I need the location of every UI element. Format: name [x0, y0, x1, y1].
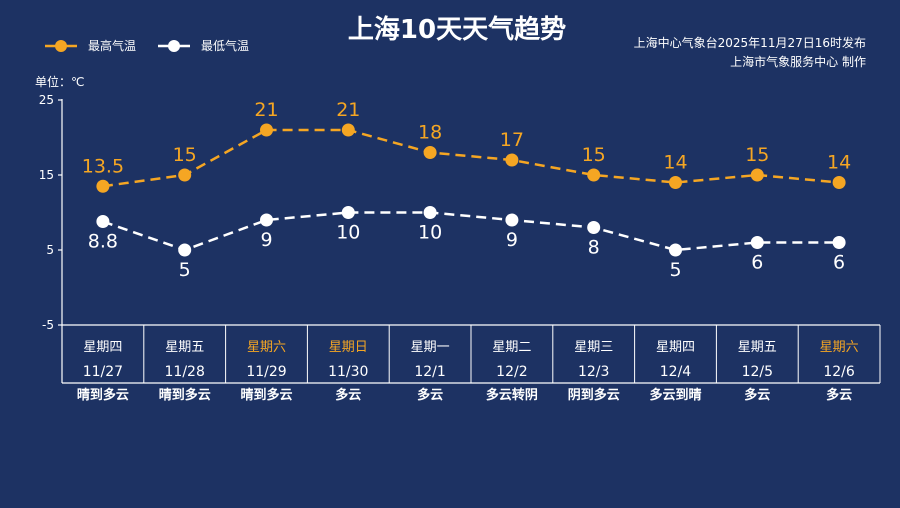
date-label: 11/27 [83, 364, 123, 380]
high-temp-label: 21 [254, 99, 278, 121]
high-temp-point [178, 168, 192, 182]
high-temp-label: 18 [418, 122, 442, 144]
weather-label: 阴到多云 [568, 387, 620, 403]
high-temp-label: 14 [827, 152, 851, 174]
low-temp-label: 6 [833, 252, 845, 274]
legend-low-marker [168, 40, 180, 52]
weekday-label: 星期五 [738, 340, 777, 355]
y-tick-label: 5 [46, 243, 54, 257]
high-temp-line [102, 128, 840, 188]
high-temp-label: 15 [582, 144, 606, 166]
date-label: 12/2 [496, 364, 527, 380]
low-temp-label: 10 [336, 222, 360, 244]
high-temp-point [750, 168, 764, 182]
high-temp-label: 15 [173, 144, 197, 166]
low-temp-label: 9 [260, 229, 272, 251]
high-temp-point [669, 176, 682, 189]
high-temp-point [260, 123, 273, 137]
low-temp-point [260, 213, 273, 227]
high-temp-point [587, 168, 601, 182]
weather-label: 多云 [417, 387, 443, 403]
chart-title: 上海10天天气趋势 [348, 14, 566, 45]
low-temp-point [178, 243, 192, 257]
high-temp-label: 17 [500, 129, 524, 151]
weather-label: 多云 [744, 387, 770, 403]
low-temp-point [832, 236, 846, 249]
low-temp-label: 8 [588, 237, 600, 259]
high-temp-label: 21 [336, 99, 360, 121]
date-label: 11/30 [328, 364, 368, 380]
weekday-label: 星期六 [820, 340, 859, 355]
weather-label: 多云 [826, 387, 852, 403]
high-temp-label: 14 [663, 152, 687, 174]
date-label: 11/29 [246, 364, 286, 380]
weather-label: 多云 [335, 387, 361, 403]
weather-label: 晴到多云 [159, 387, 211, 403]
producer-credit: 上海市气象服务中心 制作 [730, 54, 866, 69]
weekday-label: 星期四 [83, 340, 122, 355]
y-axis-ticks: -5 5 15 25 [39, 93, 62, 332]
weekday-label: 星期一 [411, 340, 450, 355]
low-temp-label: 8.8 [88, 231, 118, 253]
low-temp-point [96, 215, 110, 228]
high-temp-point [96, 179, 110, 193]
low-temp-point [423, 206, 437, 219]
low-temp-point [505, 213, 519, 227]
low-temp-point [750, 236, 764, 249]
date-label: 11/28 [165, 364, 205, 380]
weekday-label: 星期四 [656, 340, 695, 355]
date-label: 12/5 [742, 364, 773, 380]
weekday-label: 星期五 [165, 340, 204, 355]
legend-high-marker [55, 40, 67, 52]
y-tick-label: -5 [42, 318, 54, 332]
unit-label: 单位：℃ [35, 74, 84, 89]
weekday-label: 星期日 [329, 340, 368, 355]
high-temp-point [341, 123, 355, 137]
y-tick-label: 25 [39, 93, 54, 107]
date-label: 12/4 [660, 364, 692, 380]
weekday-label: 星期三 [574, 340, 613, 355]
low-temp-label: 6 [751, 252, 763, 274]
category-table: 星期四 11/27 晴到多云 星期五 11/28 晴到多云 星期六 11/29 晴到多云 星期日 1… [61, 324, 881, 403]
high-temp-point [423, 146, 437, 159]
series-layer: 13.5 15 21 21 18 17 15 14 15 14 8.8 5 9 10 10 9 8 5 6 6 [82, 99, 851, 281]
weekday-label: 星期六 [247, 340, 286, 355]
date-label: 12/3 [578, 364, 609, 380]
legend-high-label: 最高气温 [88, 38, 136, 53]
low-temp-point [669, 243, 682, 257]
low-temp-point [587, 221, 601, 234]
high-temp-point [505, 153, 519, 167]
y-tick-label: 15 [39, 168, 54, 182]
weather-label: 晴到多云 [240, 387, 292, 403]
low-temp-point [341, 206, 355, 219]
low-temp-line [102, 211, 840, 252]
legend-low-label: 最低气温 [201, 38, 249, 53]
low-temp-label: 10 [418, 222, 442, 244]
legend: 最高气温 最低气温 [45, 38, 249, 53]
high-temp-label: 13.5 [82, 155, 124, 177]
date-label: 12/1 [414, 364, 445, 380]
issue-credit: 上海中心气象台2025年11月27日16时发布 [634, 35, 866, 50]
weather-label: 多云到晴 [649, 387, 701, 403]
weather-label: 多云转阴 [486, 387, 538, 403]
high-temp-label: 15 [745, 144, 769, 166]
low-temp-label: 5 [669, 259, 681, 281]
weekday-label: 星期二 [492, 340, 531, 355]
date-label: 12/6 [823, 364, 855, 380]
high-temp-point [832, 176, 846, 189]
low-temp-label: 9 [506, 229, 518, 251]
weather-label: 晴到多云 [77, 387, 129, 403]
low-temp-label: 5 [179, 259, 191, 281]
